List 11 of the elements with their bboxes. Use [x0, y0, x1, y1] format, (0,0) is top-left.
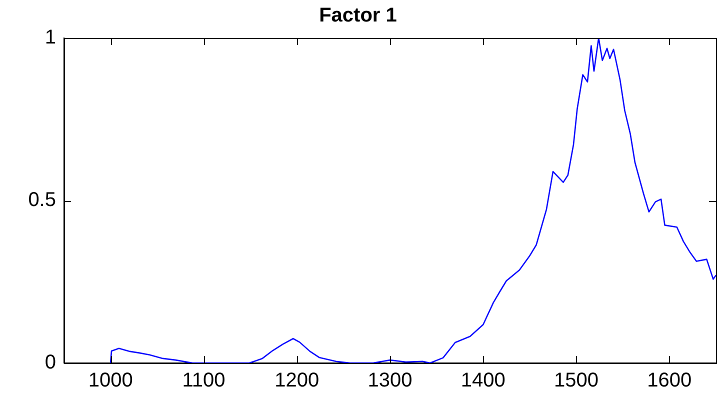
x-tick-label: 1400 [460, 370, 506, 392]
y-tick-label: 0 [44, 352, 56, 374]
x-tick-label: 1000 [88, 370, 133, 392]
chart-title: Factor 1 [319, 4, 397, 27]
x-tick-label: 1100 [182, 370, 226, 392]
x-tick-label: 1200 [274, 370, 320, 392]
x-tick-label: 1500 [554, 370, 599, 392]
x-tick-label: 1600 [647, 370, 692, 392]
y-tick-label: 0.5 [28, 189, 56, 212]
x-tick-label: 1300 [368, 370, 412, 392]
y-tick-label: 1 [44, 26, 56, 49]
